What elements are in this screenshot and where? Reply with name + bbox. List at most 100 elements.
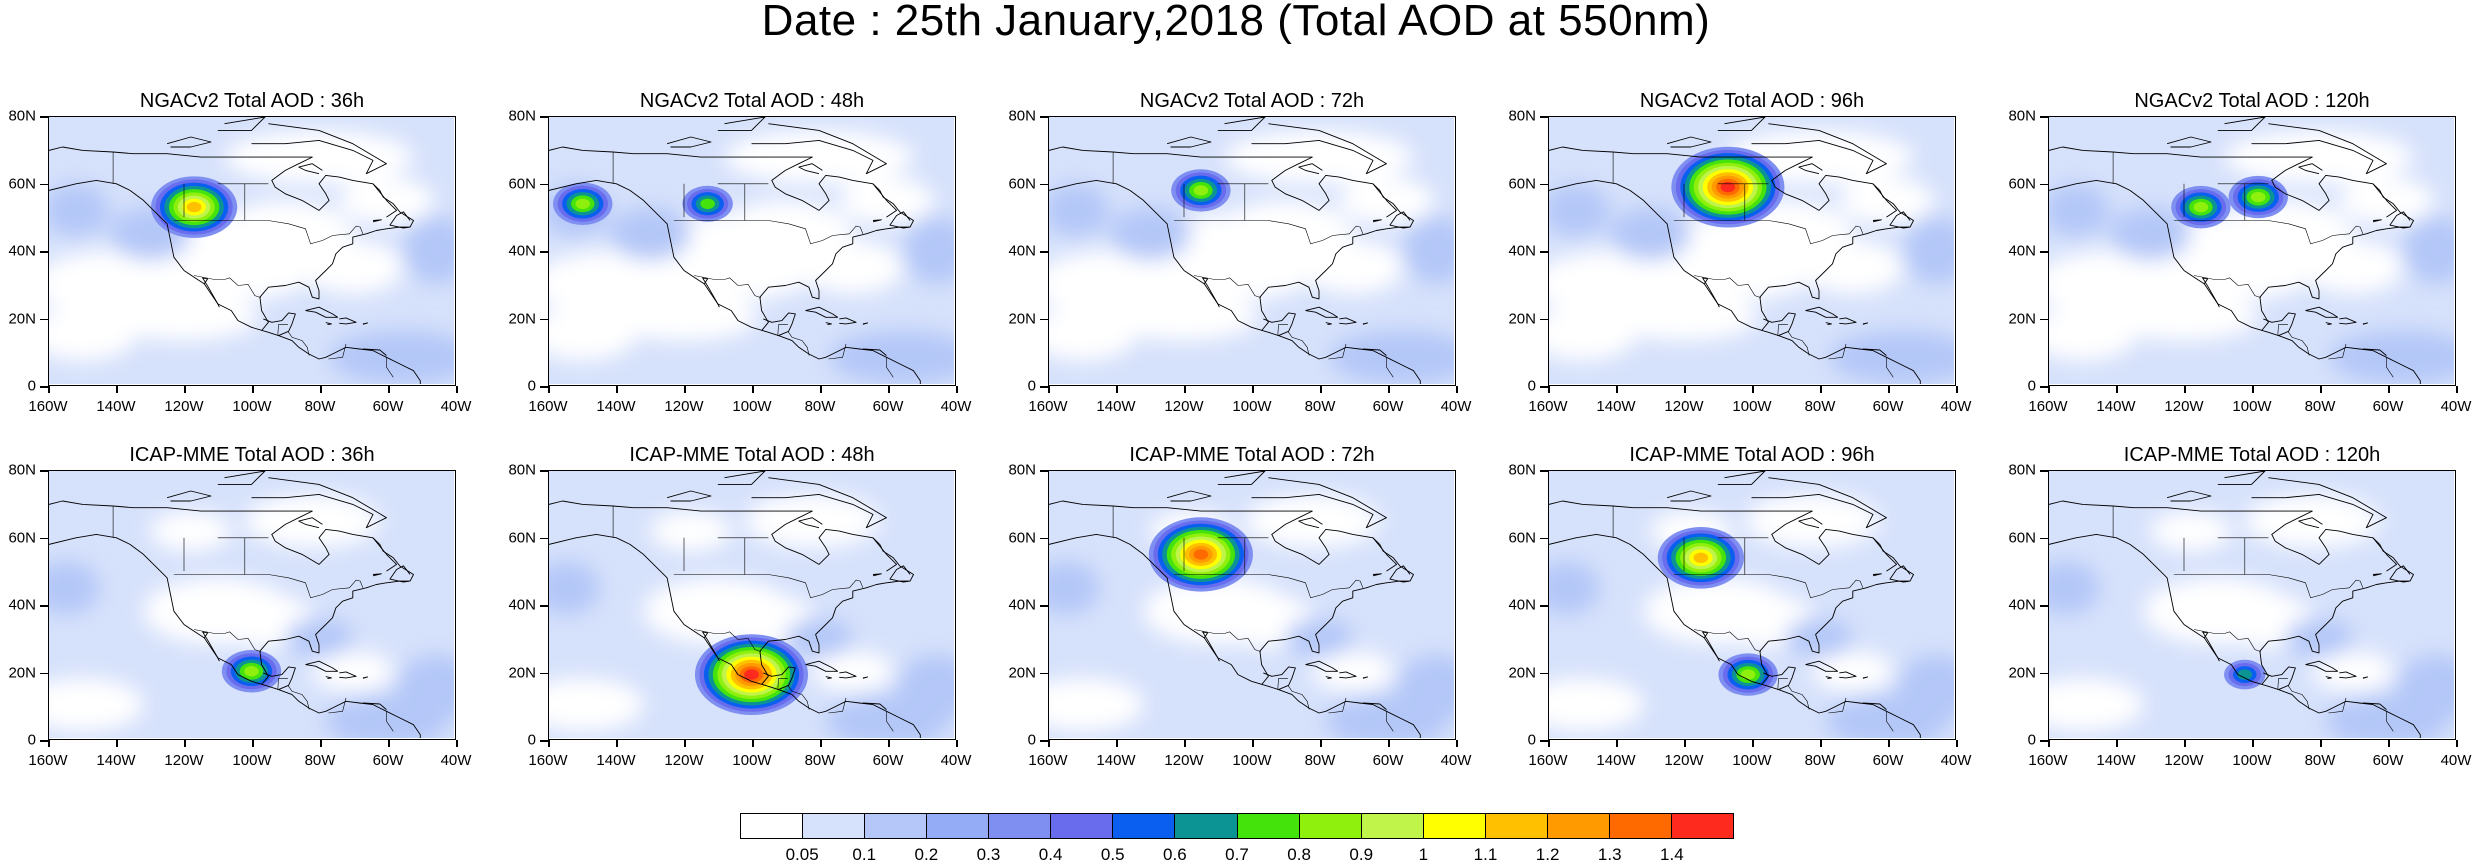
x-tick-label: 40W (940, 398, 972, 415)
x-tick (616, 740, 618, 747)
moderate-aod-area (49, 561, 100, 615)
border-line (1886, 357, 1894, 378)
y-tick (40, 672, 48, 674)
border-line (1173, 220, 1364, 245)
coastline (251, 123, 387, 175)
x-tick (2116, 386, 2118, 393)
x-tick-label: 80W (804, 752, 836, 769)
low-aod-area (1302, 240, 1404, 294)
coastline (549, 500, 914, 685)
colorbar-label: 0.7 (1225, 845, 1249, 864)
coastline (1263, 312, 1296, 337)
x-tick-label: 100W (732, 398, 772, 415)
moderate-aod-area (2049, 183, 2110, 238)
coastline (825, 322, 832, 326)
y-tick (1040, 183, 1048, 185)
coastline (872, 537, 898, 572)
colorbar-swatch (1671, 814, 1733, 838)
border-line (2277, 678, 2288, 690)
moderate-aod-area (1049, 561, 1100, 615)
coastline (372, 219, 382, 223)
low-aod-area (1549, 677, 1644, 732)
x-tick (2320, 740, 2322, 747)
x-tick (1888, 740, 1890, 747)
border-line (2386, 357, 2394, 378)
low-aod-area (549, 677, 644, 732)
x-tick (1456, 740, 1458, 747)
y-tick (1040, 740, 1048, 742)
coastline (549, 146, 914, 331)
map-frame (2048, 470, 2456, 740)
coastline (1872, 573, 1882, 577)
map-frame (1548, 470, 1956, 740)
x-tick-label: 120W (664, 398, 704, 415)
colorbar-label: 0.05 (785, 845, 819, 864)
y-tick-label: 60N (2008, 529, 2036, 546)
y-tick-label: 80N (508, 107, 536, 125)
x-tick (1184, 386, 1186, 393)
colorbar-label: 0.6 (1163, 845, 1187, 864)
border-line (1828, 343, 1847, 360)
moderate-aod-area (396, 654, 454, 722)
coastline (717, 117, 766, 131)
moderate-aod-area (1785, 617, 1853, 658)
low-aod-area (1802, 240, 1904, 294)
coastline (825, 676, 832, 680)
coastline (872, 183, 898, 218)
coastline (1362, 348, 1387, 356)
coastline (362, 676, 369, 679)
coastline (2263, 666, 2296, 691)
x-tick (1820, 740, 1822, 747)
coastline (1166, 490, 1212, 502)
y-tick (1540, 605, 1548, 607)
map-panel: ICAP-MME Total AOD : 120h 80N 60N 40N 20N 0 16… (2000, 444, 2472, 784)
x-tick (752, 740, 754, 747)
coastline (49, 179, 421, 384)
border-line (1287, 685, 1310, 710)
x-tick (1048, 740, 1050, 747)
coastline (549, 533, 921, 738)
y-tick-label: 80N (2008, 461, 2036, 479)
y-tick (1040, 672, 1048, 674)
map-panel: NGACv2 Total AOD : 72h 80N 60N 40N 20N 0 160W 1… (1000, 90, 1471, 430)
coastline (1339, 671, 1357, 679)
low-aod-area (1744, 494, 1880, 548)
coastline (805, 660, 839, 672)
x-tick (1252, 386, 1254, 393)
border-line (386, 357, 394, 378)
coastline (1751, 123, 1887, 175)
coastline (2372, 183, 2398, 218)
moderate-aod-area (329, 330, 454, 384)
coastline (839, 317, 857, 325)
coastline (325, 322, 332, 326)
moderate-aod-area (1549, 183, 1610, 238)
x-tick (2388, 386, 2390, 393)
x-tick-label: 40W (2440, 752, 2472, 769)
x-tick (116, 386, 118, 393)
y-tick (40, 386, 48, 388)
y-tick (1040, 605, 1048, 607)
coastline (49, 500, 414, 685)
x-tick-label: 80W (1804, 398, 1836, 415)
border-line (1277, 324, 1288, 336)
y-tick-label: 0 (2027, 377, 2036, 395)
x-tick-label: 40W (1440, 752, 1472, 769)
x-tick (1320, 386, 1322, 393)
y-tick-label: 40N (8, 596, 36, 614)
x-tick-label: 140W (96, 752, 136, 769)
x-tick (956, 740, 958, 747)
map-panel: ICAP-MME Total AOD : 96h 80N 60N 40N 20N 0 160… (1500, 444, 1971, 784)
x-tick (2252, 740, 2254, 747)
coastline (1325, 676, 1332, 680)
border-line (2287, 331, 2310, 356)
aod-hotspot (1720, 181, 1736, 193)
x-tick (1252, 740, 1254, 747)
x-tick (184, 386, 186, 393)
moderate-aod-area (1549, 561, 1600, 615)
y-tick (540, 183, 548, 185)
coastline (2362, 322, 2369, 325)
moderate-aod-area (1329, 330, 1454, 384)
moderate-aod-area (549, 561, 600, 615)
colorbar-swatch (1609, 814, 1672, 838)
x-tick-label: 120W (1164, 398, 1204, 415)
